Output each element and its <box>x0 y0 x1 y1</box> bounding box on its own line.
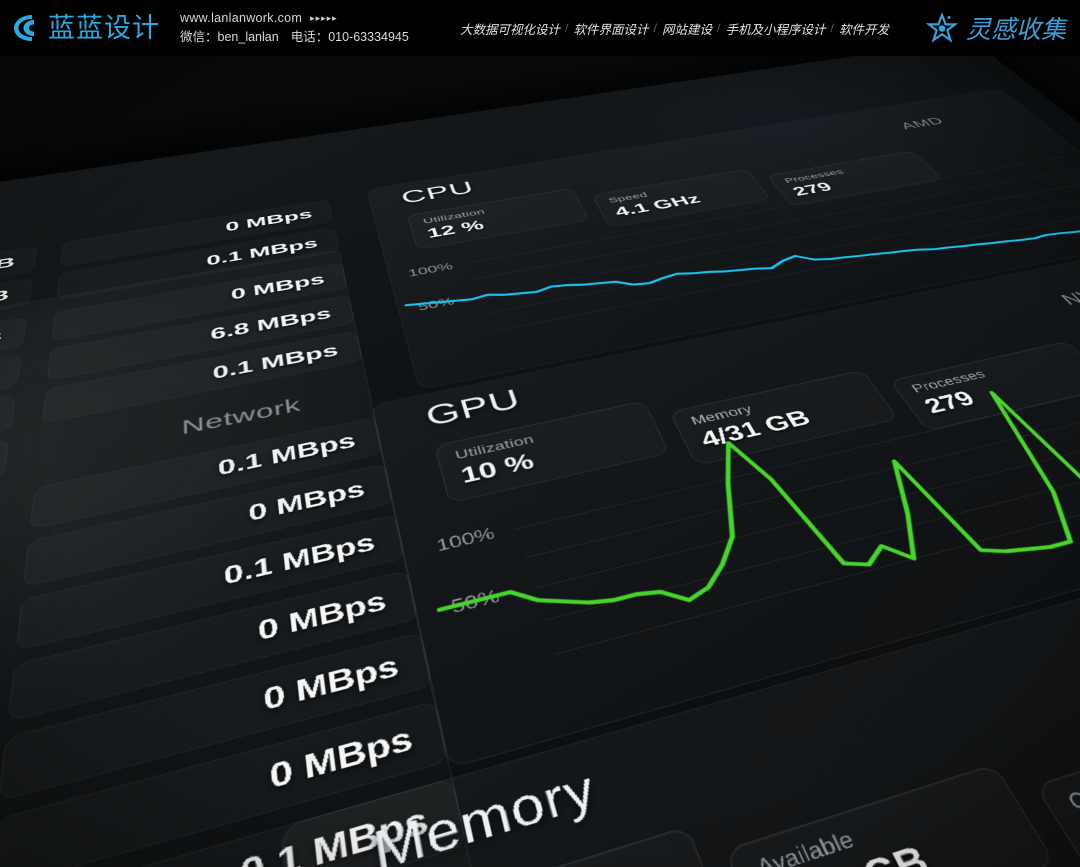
inspiration-badge[interactable]: 灵感收集 <box>925 0 1066 56</box>
service-separator: / <box>717 20 721 35</box>
brand-contact: www.lanlanwork.com ▸▸▸▸▸ 微信：ben_lanlan 电话… <box>180 10 409 46</box>
phone-value: 010-63334945 <box>328 30 409 44</box>
service-item-2: 网站建设 <box>662 22 713 37</box>
service-item-1: 软件界面设计 <box>573 22 649 37</box>
network-value: 0 MBps <box>224 207 314 235</box>
inspiration-star-icon <box>925 11 959 44</box>
service-separator: / <box>653 20 657 35</box>
arrow-decor-icon: ▸▸▸▸▸ <box>310 13 338 24</box>
service-item-3: 手机及小程序设计 <box>725 22 826 37</box>
phone-label: 电话： <box>290 30 329 44</box>
size-value: 2.2 GB <box>0 254 17 284</box>
brand-header: 蓝蓝设计 www.lanlanwork.com ▸▸▸▸▸ 微信：ben_lan… <box>0 0 1080 56</box>
service-separator: / <box>830 20 834 35</box>
wechat-label: 微信： <box>180 30 218 44</box>
service-list: 大数据可视化设计 / 软件界面设计 / 网站建设 / 手机及小程序设计 / 软件… <box>460 0 889 56</box>
dashboard-showcase: 0.2 MB/s 0.1 MB/s 0 MB/s 0 MB/s Disc 0.5… <box>0 56 1080 867</box>
brand-logo[interactable]: 蓝蓝设计 <box>12 13 160 43</box>
service-separator: / <box>565 20 569 35</box>
wechat-value: ben_lanlan <box>217 30 279 44</box>
service-item-4: 软件开发 <box>839 22 890 37</box>
dashboard-surface: 0.2 MB/s 0.1 MB/s 0 MB/s 0 MB/s Disc 0.5… <box>0 56 1080 867</box>
inspiration-label: 灵感收集 <box>965 15 1066 44</box>
brand-logo-text: 蓝蓝设计 <box>48 12 160 44</box>
service-item-0: 大数据可视化设计 <box>460 22 561 37</box>
lanlan-logo-icon <box>12 13 42 43</box>
brand-url[interactable]: www.lanlanwork.com <box>180 11 303 26</box>
memory-available-value: 29.3 GB <box>766 838 938 867</box>
